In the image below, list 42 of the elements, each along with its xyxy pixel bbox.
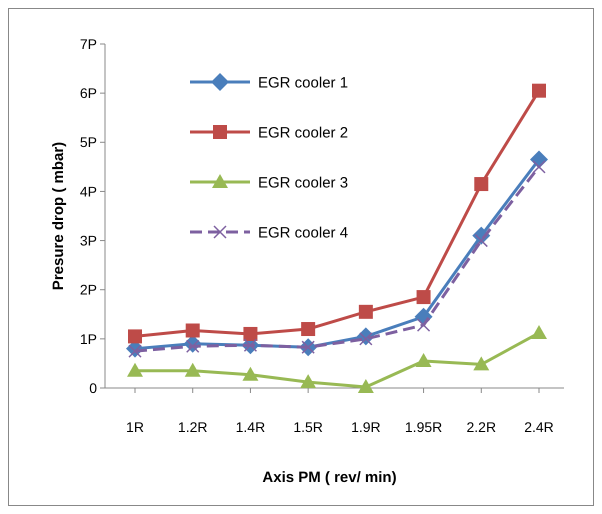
point [531, 324, 547, 339]
legend-label: EGR cooler 1 [258, 74, 348, 92]
point [186, 324, 200, 338]
point [532, 84, 546, 98]
y-tick-label: 6P [80, 85, 97, 102]
x-axis-title: Axis PM ( rev/ min) [262, 469, 397, 486]
point [128, 329, 142, 344]
point [473, 356, 490, 370]
y-tick-label: 5P [80, 134, 97, 150]
y-axis-title: Presure drop ( mbar) [50, 142, 67, 290]
point [416, 318, 430, 332]
point [474, 177, 488, 192]
x-tick-label: 1.95R [404, 419, 442, 435]
point [128, 344, 142, 358]
point [416, 352, 432, 367]
x-tick-label: 1.2R [178, 419, 208, 435]
x-tick-label: 1.9R [351, 419, 381, 435]
y-tick-label: 2P [80, 282, 97, 298]
point [242, 366, 258, 381]
legend-label: EGR cooler 2 [258, 124, 348, 142]
x-tick-label: 1.5R [293, 419, 323, 435]
point [358, 304, 373, 319]
y-tick-label: 4P [80, 183, 97, 200]
point [243, 326, 258, 341]
point [532, 160, 546, 174]
legend-label: EGR cooler 3 [258, 174, 348, 192]
point [127, 362, 143, 377]
point [186, 339, 200, 353]
point [184, 362, 201, 377]
point [358, 379, 374, 394]
y-tick-label: 1P [80, 330, 97, 347]
y-tick-label: 3P [80, 232, 97, 248]
point [300, 374, 316, 388]
x-tick-label: 1R [126, 419, 144, 435]
x-tick-label: 2.4R [524, 419, 554, 435]
y-tick-label: 0 [89, 380, 98, 396]
point [301, 322, 316, 336]
x-tick-label: 1.4R [236, 419, 266, 435]
y-tick-label: 7P [80, 36, 97, 52]
x-tick-label: 2.2R [466, 419, 496, 435]
legend-label: EGR cooler 4 [258, 224, 348, 242]
point [416, 290, 431, 304]
